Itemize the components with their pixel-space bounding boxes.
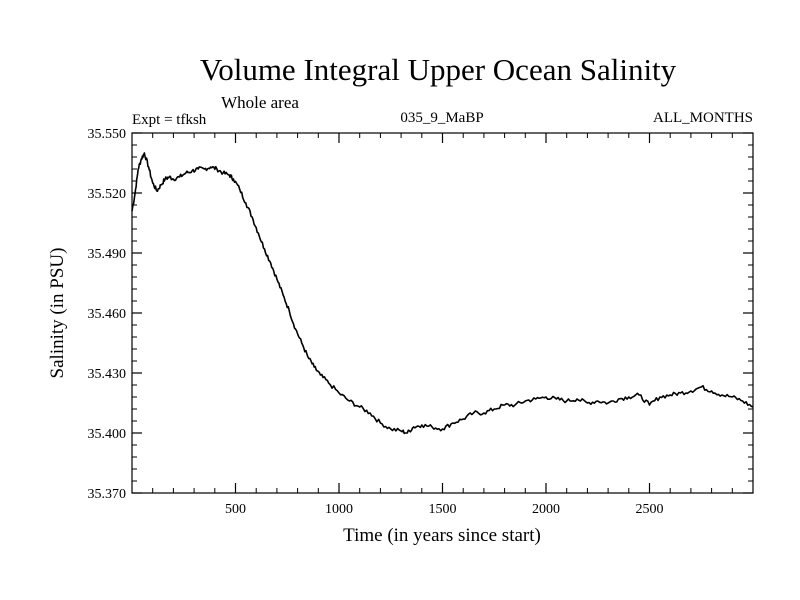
months-label: ALL_MONTHS [653, 110, 753, 126]
y-tick-label: 35.460 [88, 307, 127, 322]
x-tick-label: 1500 [429, 502, 457, 517]
plot-frame [131, 132, 754, 494]
y-axis-label: Salinity (in PSU) [47, 248, 68, 379]
chart-subtitle: Whole area [221, 93, 299, 112]
x-axis-label: Time (in years since start) [343, 525, 541, 546]
axis-ticks: 500 1000 1500 2000 2500 35.370 35.400 35.430 35.… [88, 127, 753, 517]
x-tick-label: 1000 [325, 502, 353, 517]
experiment-label: Expt = tfksh [132, 112, 207, 128]
y-tick-label: 35.400 [88, 427, 127, 442]
plot-data [131, 152, 754, 435]
y-tick-label: 35.430 [88, 367, 127, 382]
chart-title: Volume Integral Upper Ocean Salinity [200, 52, 677, 87]
x-tick-label: 2500 [636, 502, 664, 517]
series-line-salinity [131, 152, 754, 435]
x-tick-label: 500 [225, 502, 246, 517]
x-tick-label: 2000 [532, 502, 560, 517]
y-tick-label: 35.490 [88, 247, 127, 262]
run-label: 035_9_MaBP [400, 110, 483, 126]
y-tick-label: 35.550 [88, 127, 127, 142]
y-tick-label: 35.370 [88, 487, 127, 502]
y-tick-label: 35.520 [88, 187, 127, 202]
